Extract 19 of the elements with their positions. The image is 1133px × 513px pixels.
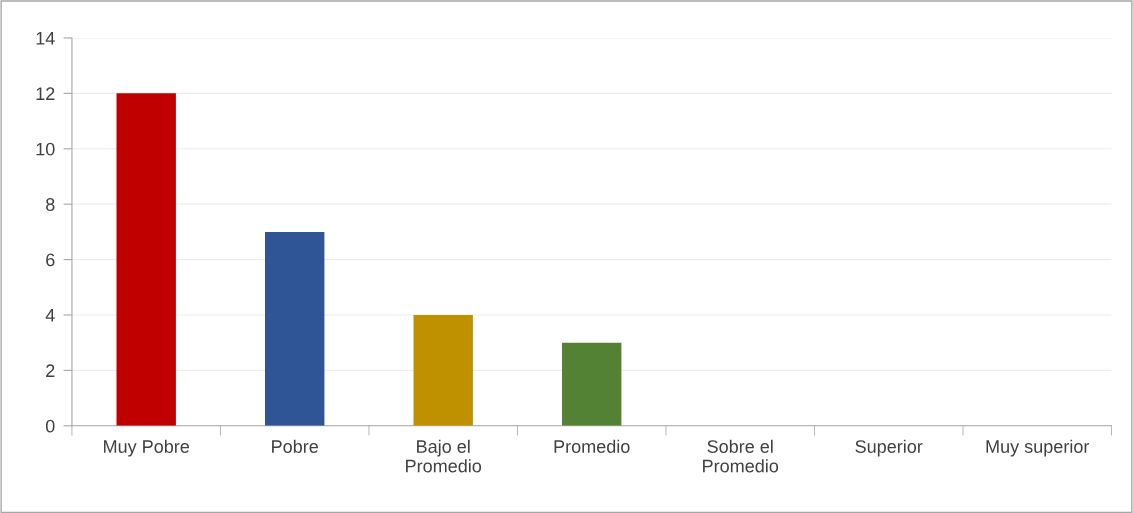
y-tick-label: 8 (46, 198, 55, 211)
x-tick-label: Superior (855, 439, 923, 457)
y-tick-label: 2 (46, 364, 55, 377)
x-tick-label: Pobre (272, 439, 318, 453)
y-tick-label: 12 (36, 87, 55, 100)
y-tick-label: 0 (45, 419, 55, 433)
bar (116, 93, 176, 426)
bar (413, 314, 473, 426)
x-tick-label: Muy superior (986, 439, 1090, 457)
y-tick-label: 14 (36, 32, 55, 45)
y-tick-label: 4 (45, 309, 55, 322)
x-tick-label: Bajo el Promedio (406, 439, 482, 473)
y-tick-label: 6 (46, 253, 55, 267)
y-tick-label: 10 (36, 142, 55, 156)
bar (265, 231, 325, 426)
x-tick-label: Sobre el Promedio (703, 439, 779, 473)
x-tick-label: Promedio (554, 439, 630, 453)
x-tick-label: Muy Pobre (104, 439, 190, 457)
bar (562, 342, 622, 426)
